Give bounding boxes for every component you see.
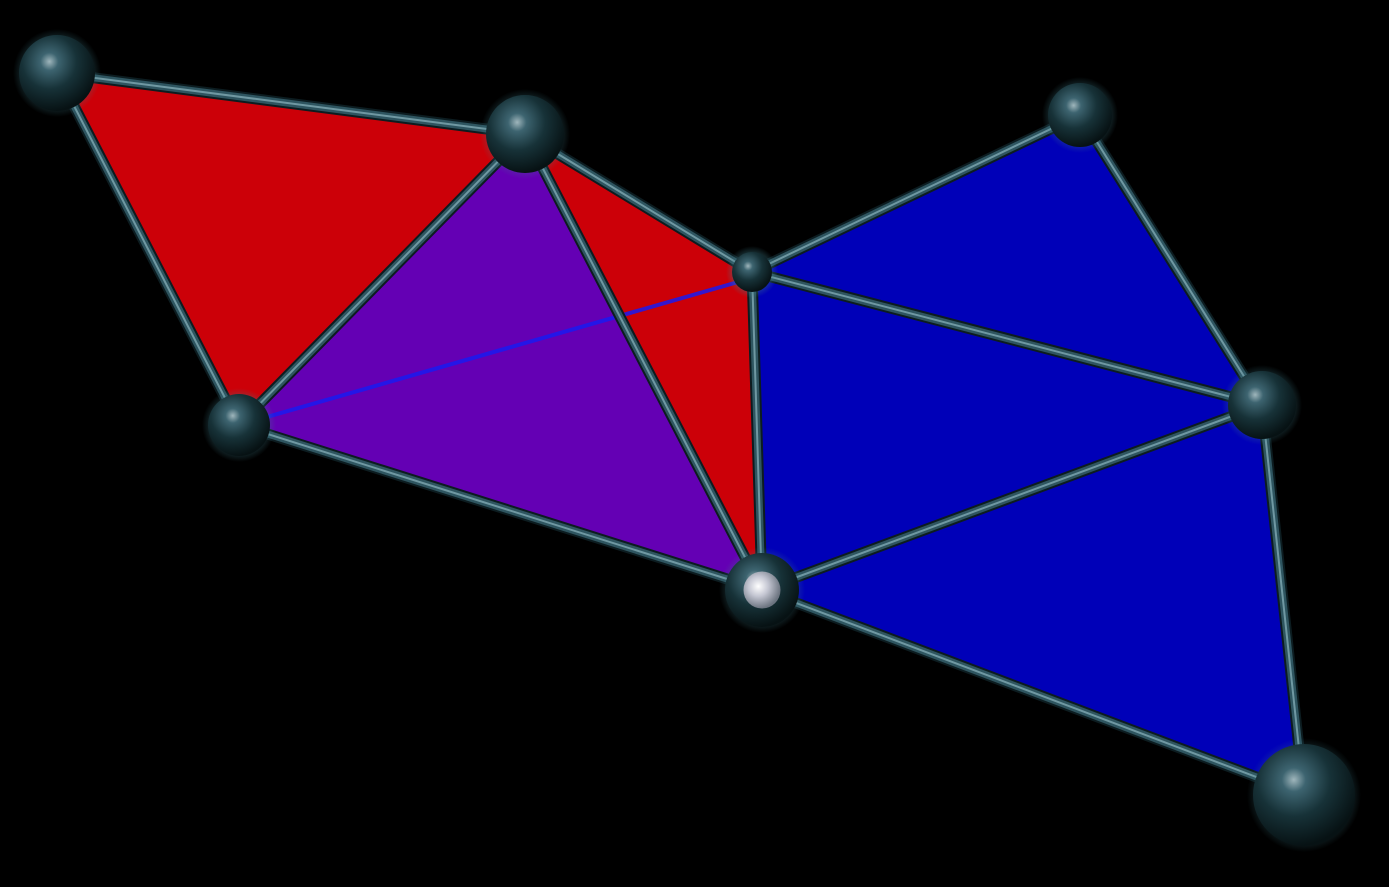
- mesh-node: [1042, 77, 1118, 153]
- mesh-edge-shade: [751, 114, 1081, 273]
- hidden-edges: [238, 276, 753, 427]
- mesh-face-red: [57, 73, 525, 425]
- node-sphere: [1253, 744, 1355, 846]
- node-sphere: [208, 394, 270, 456]
- mesh-node: [480, 89, 570, 179]
- node-sphere: [732, 252, 772, 292]
- mesh-face-blue: [762, 405, 1304, 795]
- node-sphere: [486, 95, 564, 173]
- mesh-edge-shade: [524, 133, 763, 591]
- mesh-edge-shade: [751, 271, 763, 591]
- mesh-face-purple: [239, 134, 762, 590]
- node-sphere: [19, 35, 95, 111]
- mesh-face-blue: [752, 272, 1262, 590]
- node-sphere: [1228, 371, 1296, 439]
- mesh-node: [726, 246, 778, 298]
- mesh-face-blue: [752, 115, 1262, 405]
- mesh-node: [1222, 365, 1302, 445]
- mesh-edge-shade: [56, 72, 526, 135]
- hidden-edge: [238, 276, 753, 427]
- mesh-edge-shade: [238, 133, 526, 426]
- mesh-nodes: [13, 29, 1361, 852]
- mesh-edge-shade: [761, 404, 1263, 591]
- mesh-edge-shade: [761, 589, 1305, 796]
- mesh-edge-shade: [751, 271, 1263, 406]
- mesh-edge-shade: [238, 424, 763, 591]
- mesh-edge-shade: [1079, 114, 1263, 406]
- mesh-edge-shade: [1261, 404, 1305, 796]
- node-highlight: [743, 571, 781, 609]
- mesh-node: [202, 388, 276, 462]
- mesh-node: [1247, 738, 1361, 852]
- mesh-edge-shade: [56, 72, 240, 426]
- node-sphere: [1048, 83, 1112, 147]
- mesh-node: [13, 29, 101, 117]
- highlighted-node: [719, 547, 805, 633]
